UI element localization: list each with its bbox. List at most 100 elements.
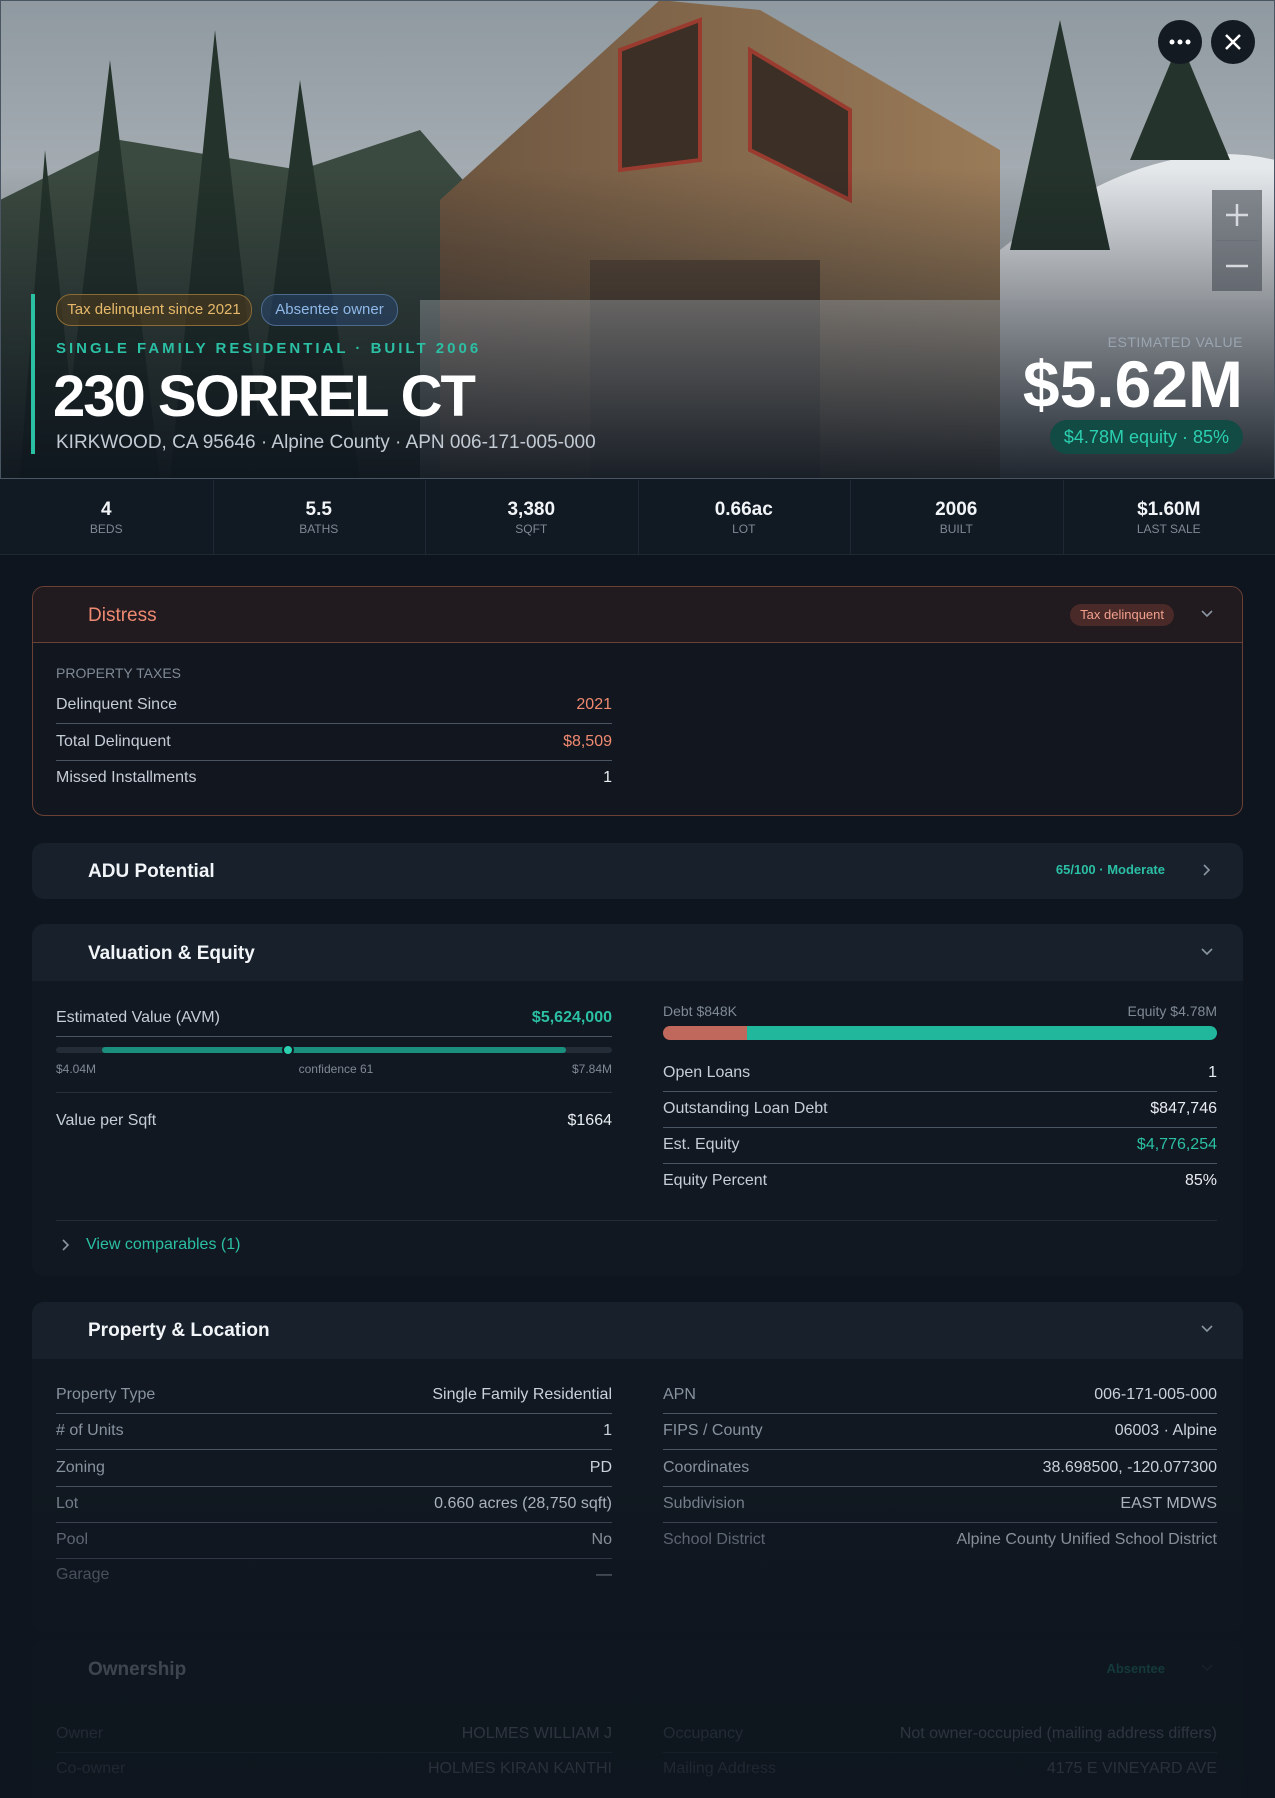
property-address: KIRKWOOD, CA 95646 · Alpine County · APN…: [56, 431, 596, 453]
row-divider: [56, 1486, 612, 1487]
valuation-header: [32, 924, 1243, 981]
stat-divider: [637, 480, 639, 554]
row-value: 1: [603, 1422, 612, 1439]
row-label: Zoning: [56, 1459, 105, 1476]
stat-label: LOT: [732, 521, 756, 536]
row-divider: [56, 1413, 612, 1414]
more-button[interactable]: [1158, 20, 1202, 64]
row-value: 2021: [576, 696, 612, 713]
debt-label: Debt $848K: [663, 1003, 737, 1019]
row-divider: [56, 1220, 1217, 1221]
estimate-label: ESTIMATED VALUE: [1107, 334, 1243, 350]
row-value: 85%: [1184, 1172, 1217, 1189]
stat-label: BEDS: [89, 521, 123, 536]
row-value: $4,776,254: [1136, 1136, 1217, 1153]
equity-label: Equity $4.78M: [1127, 1003, 1218, 1019]
row-value: 06003 · Alpine: [1114, 1422, 1217, 1439]
row-value: $847,746: [1150, 1100, 1217, 1117]
status-badge: Tax delinquent since 2021: [56, 294, 252, 326]
status-badge: Absentee: [1106, 1661, 1165, 1676]
row-divider: [56, 1449, 612, 1450]
chevron[interactable]: [1199, 944, 1215, 960]
section-title: Ownership: [88, 1658, 187, 1680]
property-header: [32, 1302, 1243, 1359]
valuation-panel: [32, 924, 1243, 1276]
row-divider: [56, 1036, 612, 1037]
close-button[interactable]: [1211, 20, 1255, 64]
row-divider: [56, 723, 612, 724]
row-value: PD: [589, 1459, 612, 1476]
row-label: Missed Installments: [56, 769, 197, 786]
row-label: Delinquent Since: [56, 696, 177, 713]
section-title: Property & Location: [88, 1319, 270, 1341]
row-label: Value per Sqft: [56, 1112, 157, 1129]
row-divider: [663, 1413, 1217, 1414]
stat-divider: [212, 480, 214, 554]
stat-divider: [1062, 480, 1064, 554]
equity-bar: [746, 1026, 1217, 1040]
stat-divider: [425, 480, 426, 554]
row-label: Lot: [56, 1495, 79, 1512]
range-band: [102, 1047, 566, 1053]
section-title: Distress: [88, 604, 157, 626]
row-label: APN: [663, 1386, 696, 1403]
row-divider: [663, 1449, 1217, 1450]
chevron[interactable]: [1199, 1321, 1215, 1337]
chevron[interactable]: [1199, 1660, 1215, 1676]
row-label: Mailing Address: [663, 1760, 776, 1777]
chevron[interactable]: [1199, 606, 1215, 622]
row-value: 38.698500, -120.077300: [1042, 1459, 1217, 1476]
row-value: —: [596, 1566, 612, 1583]
row-label: Subdivision: [663, 1495, 745, 1512]
row-label: Outstanding Loan Debt: [663, 1100, 828, 1117]
row-label: Open Loans: [663, 1064, 751, 1081]
row-divider: [663, 1522, 1217, 1523]
equity-pill: $4.78M equity · 85%: [1049, 420, 1243, 454]
score-badge: 65/100 · Moderate: [1055, 862, 1165, 877]
stat-value: 5.5: [305, 498, 332, 520]
row-divider: [56, 1752, 612, 1753]
row-label: Pool: [56, 1531, 89, 1548]
row-value: $1664: [567, 1112, 613, 1129]
stat-label: BATHS: [299, 521, 339, 536]
row-label: # of Units: [56, 1422, 124, 1439]
status-badge: Absentee owner: [261, 294, 398, 326]
row-label: Owner: [56, 1725, 104, 1742]
stat-value: 0.66ac: [714, 498, 773, 520]
distress-header: [33, 587, 1242, 643]
stat-value: 2006: [935, 498, 978, 520]
group-label: PROPERTY TAXES: [56, 665, 182, 681]
comparables-link[interactable]: View comparables (1): [86, 1236, 241, 1253]
row-divider: [56, 1522, 612, 1523]
estimate-value: $5.62M: [1022, 347, 1243, 421]
row-value: Alpine County Unified School District: [956, 1531, 1217, 1548]
accent-bar: [31, 294, 35, 454]
adu-panel[interactable]: [32, 843, 1243, 899]
row-value: 4175 E VINEYARD AVE: [1046, 1760, 1217, 1777]
section-title: ADU Potential: [88, 860, 215, 882]
chevron[interactable]: [58, 1237, 74, 1253]
row-value: Single Family Residential: [432, 1386, 612, 1403]
row-divider: [56, 1092, 612, 1093]
row-label: Garage: [56, 1566, 110, 1583]
row-value: $5,624,000: [531, 1009, 612, 1026]
section-title: Valuation & Equity: [88, 942, 255, 964]
property-title: 230 SORREL CT: [53, 363, 476, 429]
value-marker: [281, 1044, 294, 1056]
range-high: $7.84M: [571, 1061, 612, 1076]
row-divider: [663, 1163, 1217, 1164]
row-value: HOLMES WILLIAM J: [461, 1725, 612, 1742]
row-label: Property Type: [56, 1386, 156, 1403]
row-divider: [56, 1558, 612, 1559]
row-divider: [56, 760, 612, 761]
row-label: School District: [663, 1531, 766, 1548]
row-value: 1: [603, 769, 612, 786]
row-label: Co-owner: [56, 1760, 126, 1777]
property-photo: [0, 0, 1275, 479]
row-value: 1: [1208, 1064, 1217, 1081]
chevron[interactable]: [1199, 862, 1215, 878]
row-label: Equity Percent: [663, 1172, 768, 1189]
row-label: FIPS / County: [663, 1422, 763, 1439]
zoom-controls[interactable]: [1212, 190, 1262, 291]
